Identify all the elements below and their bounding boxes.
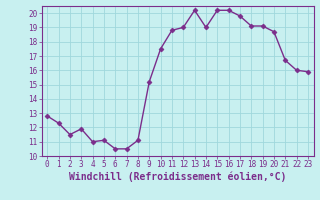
X-axis label: Windchill (Refroidissement éolien,°C): Windchill (Refroidissement éolien,°C) bbox=[69, 172, 286, 182]
